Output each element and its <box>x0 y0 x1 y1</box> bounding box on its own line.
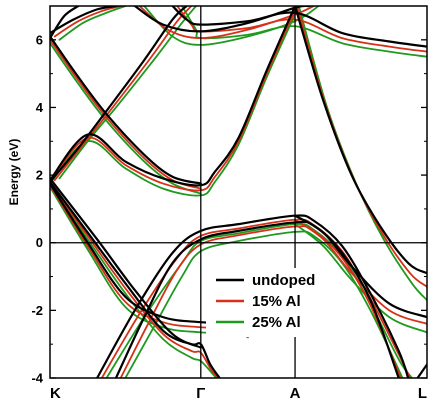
kpoint-label: L <box>418 385 427 402</box>
band-line <box>416 363 427 378</box>
y-tick-label: 2 <box>36 168 43 183</box>
y-tick-label: 6 <box>36 32 43 47</box>
band-line <box>58 6 127 41</box>
band-line <box>294 218 427 325</box>
axes-layer: -4 -2 0 2 4 6 K Γ A L <box>31 5 428 402</box>
legend: undoped 15% Al 25% Al <box>206 268 336 337</box>
kpoint-label: K <box>50 385 61 402</box>
band-line <box>50 42 202 195</box>
kpoint-label: Γ <box>196 385 205 402</box>
band-line <box>50 38 202 190</box>
band-line <box>50 6 300 197</box>
kpoint-label: A <box>290 385 301 402</box>
band-line <box>50 184 219 378</box>
band-line <box>50 180 221 378</box>
y-axis-title: Energy (eV) <box>7 139 21 206</box>
band-line <box>58 6 197 180</box>
band-line <box>297 6 427 302</box>
band-line <box>50 6 80 40</box>
legend-label: 15% Al <box>252 293 301 310</box>
y-tick-label: 0 <box>36 235 43 250</box>
band-line <box>53 6 122 38</box>
band-line <box>50 182 221 378</box>
band-line <box>294 223 427 334</box>
legend-label: 25% Al <box>252 314 301 331</box>
band-line <box>53 6 193 182</box>
band-line <box>50 6 188 183</box>
y-tick-label: 4 <box>36 100 44 115</box>
plot-frame <box>49 5 428 379</box>
y-tick-label: -4 <box>31 371 43 386</box>
band-line <box>119 225 402 378</box>
band-line <box>114 220 400 378</box>
band-line <box>293 6 427 275</box>
band-line <box>50 35 202 185</box>
band-line <box>50 6 118 35</box>
band-line <box>293 214 427 319</box>
legend-label: undoped <box>252 272 315 289</box>
band-line <box>50 177 202 349</box>
band-line <box>133 6 311 33</box>
y-tick-label: -2 <box>31 303 43 318</box>
